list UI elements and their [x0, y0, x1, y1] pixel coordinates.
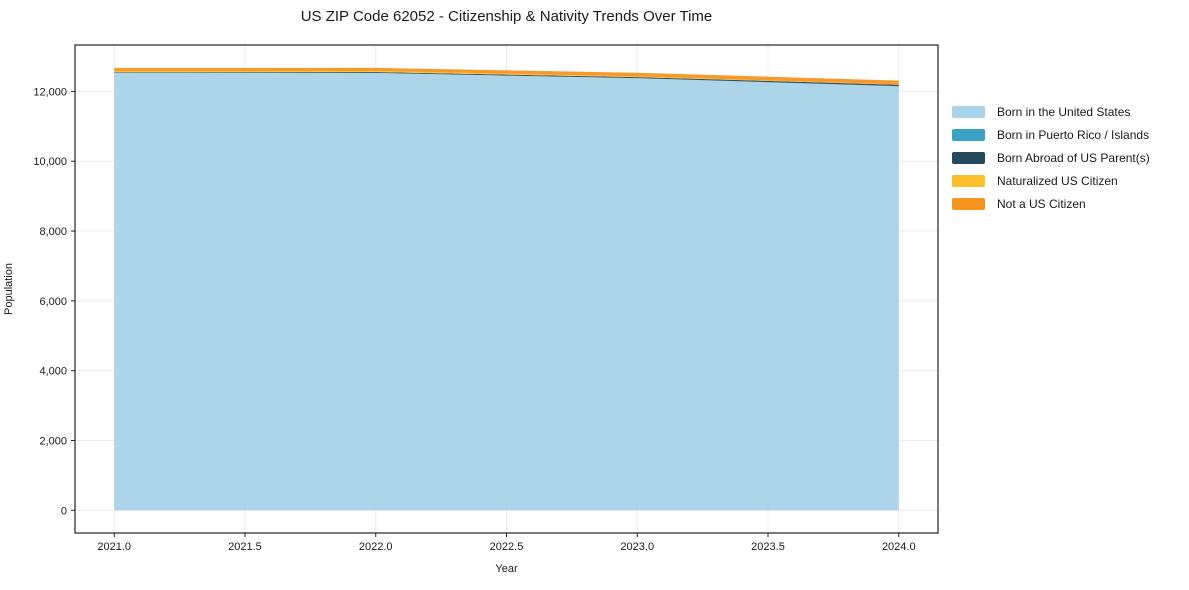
x-axis-label: Year — [495, 563, 518, 575]
x-tick-label: 2022.0 — [359, 541, 393, 553]
legend-label: Not a US Citizen — [997, 197, 1086, 211]
legend-label: Born in Puerto Rico / Islands — [997, 128, 1150, 142]
y-tick-label: 6,000 — [39, 296, 67, 308]
x-tick-label: 2023.0 — [620, 541, 654, 553]
legend-item: Born in Puerto Rico / Islands — [952, 126, 1150, 144]
y-tick-label: 10,000 — [33, 156, 67, 168]
legend-swatch — [952, 198, 985, 210]
legend-label: Born in the United States — [997, 105, 1131, 119]
area-series — [114, 67, 899, 85]
y-tick-label: 0 — [61, 505, 67, 517]
legend: Born in the United States Born in Puerto … — [952, 103, 1150, 213]
y-tick-label: 12,000 — [33, 86, 67, 98]
chart-title: US ZIP Code 62052 - Citizenship & Nativi… — [300, 8, 713, 25]
legend-swatch — [952, 175, 985, 187]
legend-item: Naturalized US Citizen — [952, 172, 1150, 190]
legend-item: Born in the United States — [952, 103, 1150, 121]
x-tick-label: 2024.0 — [882, 541, 916, 553]
legend-swatch — [952, 152, 985, 164]
y-tick-label: 2,000 — [39, 435, 67, 447]
x-tick-label: 2021.0 — [97, 541, 131, 553]
x-tick-label: 2022.5 — [490, 541, 524, 553]
y-axis-label: Population — [3, 263, 15, 315]
y-tick-label: 4,000 — [39, 366, 67, 378]
legend-swatch — [952, 106, 985, 118]
legend-item: Born Abroad of US Parent(s) — [952, 149, 1150, 167]
legend-swatch — [952, 129, 985, 141]
area-series — [114, 72, 899, 87]
legend-label: Born Abroad of US Parent(s) — [997, 151, 1150, 165]
x-tick-label: 2021.5 — [228, 541, 262, 553]
y-tick-label: 8,000 — [39, 226, 67, 238]
legend-label: Naturalized US Citizen — [997, 174, 1118, 188]
x-tick-label: 2023.5 — [751, 541, 785, 553]
area-series — [114, 71, 899, 85]
area-series — [114, 72, 899, 511]
legend-item: Not a US Citizen — [952, 195, 1150, 213]
